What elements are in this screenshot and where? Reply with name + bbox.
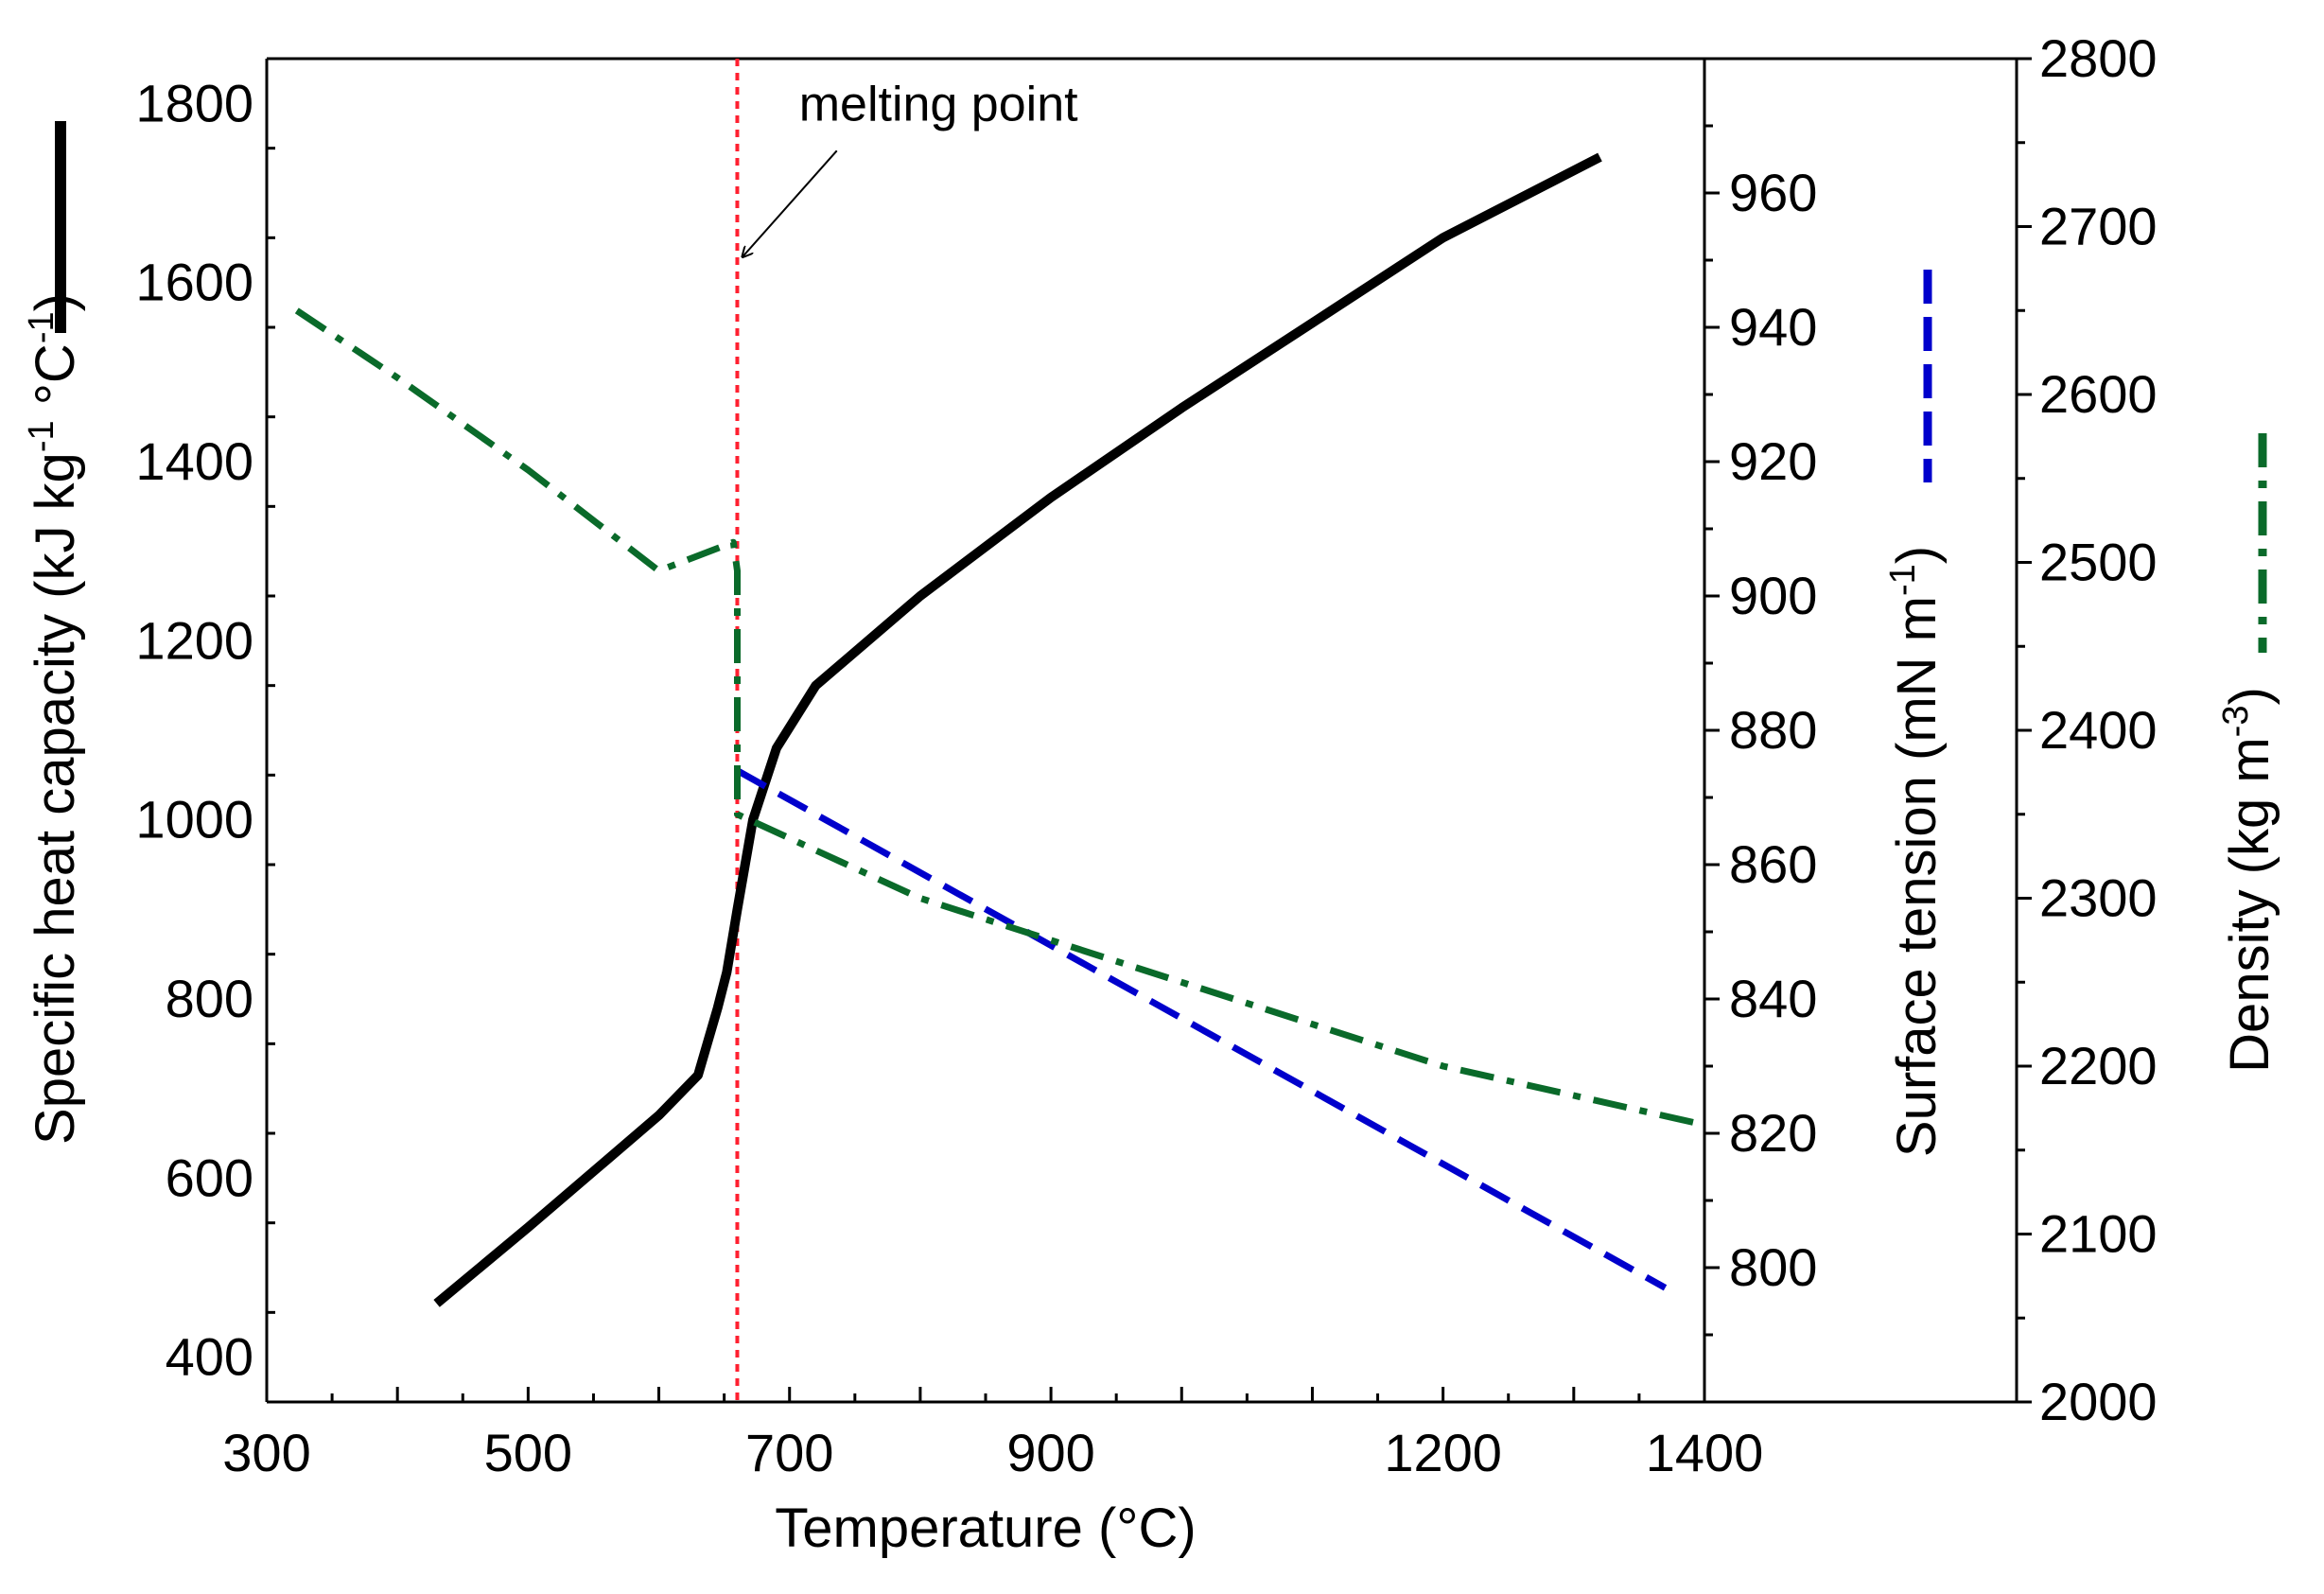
left-y-tick-label: 1400 [135, 431, 253, 491]
surface-tension-tick-label: 800 [1729, 1237, 1817, 1297]
density-tick-label: 2700 [2039, 197, 2158, 256]
surface-tension-tick-label: 820 [1729, 1103, 1817, 1163]
surface-tension-axis-title-part: -1 [1883, 564, 1923, 596]
surface-tension-tick-label: 900 [1729, 566, 1817, 625]
density-tick-label: 2800 [2039, 28, 2158, 88]
surface-tension-tick-label: 860 [1729, 834, 1817, 894]
surface-tension-axis-title-part: Surface tension (mN m [1886, 596, 1948, 1157]
density-tick-label: 2200 [2039, 1036, 2158, 1095]
specific-heat-capacity-series-line [433, 152, 1602, 1307]
x-axis-title: Temperature (°C) [775, 1498, 1196, 1559]
density-axis-title-part: Density (kg m [2219, 737, 2280, 1073]
x-tick-label: 1200 [1384, 1423, 1502, 1482]
left-y-tick-label: 1600 [135, 253, 253, 312]
x-tick-label: 500 [484, 1423, 572, 1482]
left-y-axis-title: Specific heat capacity (kJ kg-1 °C-1) [22, 293, 86, 1145]
left-y-tick-label: 1000 [135, 790, 253, 850]
melting-point-arrow [743, 149, 838, 256]
density-axis-title: Density (kg m-3) [2216, 687, 2280, 1073]
surface-tension-axis-title: Surface tension (mN m-1) [1883, 546, 1948, 1157]
surface-tension-tick-label: 960 [1729, 163, 1817, 222]
surface-tension-tick-label: 940 [1729, 297, 1817, 357]
surface-tension-tick-label: 840 [1729, 969, 1817, 1028]
density-tick-label: 2300 [2039, 868, 2158, 928]
density-tick-label: 2500 [2039, 533, 2158, 592]
density-series-line [294, 307, 1705, 1129]
density-axis-title-part: ) [2219, 687, 2280, 705]
left-y-tick-label: 1200 [135, 610, 253, 670]
left-y-tick-label: 800 [166, 969, 253, 1028]
x-tick-label: 300 [222, 1423, 310, 1482]
surface-tension-tick-label: 920 [1729, 431, 1817, 491]
surface-tension-tick-label: 880 [1729, 700, 1817, 760]
density-axis-title-part: -3 [2216, 706, 2256, 738]
x-tick-label: 700 [745, 1423, 833, 1482]
x-tick-label: 1400 [1646, 1423, 1764, 1482]
melting-point-annotation: melting point [799, 77, 1078, 131]
x-tick-label: 900 [1006, 1423, 1094, 1482]
left-y-axis-title-part: Specific heat capacity (kJ kg [25, 452, 86, 1145]
density-tick-label: 2100 [2039, 1204, 2158, 1264]
left-y-axis-title-part: °C [25, 343, 86, 420]
density-tick-label: 2600 [2039, 364, 2158, 424]
density-tick-label: 2000 [2039, 1372, 2158, 1431]
left-y-tick-label: 400 [166, 1327, 253, 1387]
left-y-tick-label: 1800 [135, 73, 253, 132]
surface-tension-axis-title-part: ) [1886, 546, 1948, 564]
surface-tension-series-line [735, 767, 1668, 1291]
left-y-axis-title-part: -1 [22, 420, 61, 452]
density-tick-label: 2400 [2039, 700, 2158, 760]
left-y-tick-label: 600 [166, 1147, 253, 1207]
